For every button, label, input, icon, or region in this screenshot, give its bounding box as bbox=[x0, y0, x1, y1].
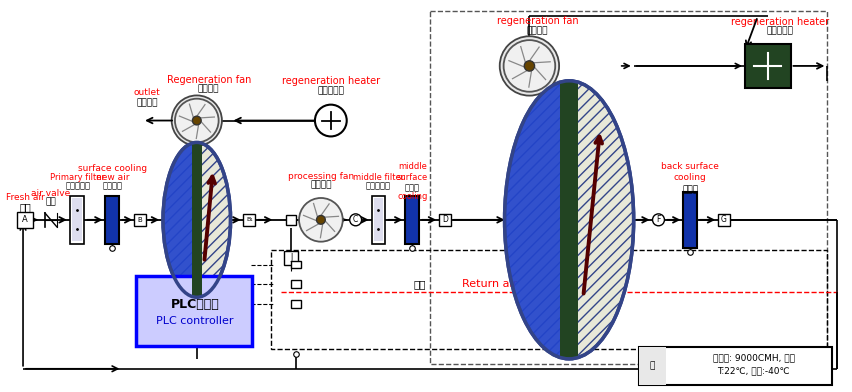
Bar bbox=[135, 214, 147, 226]
Text: G: G bbox=[721, 215, 727, 224]
Bar bbox=[371, 196, 385, 244]
Text: middle
surface: middle surface bbox=[397, 162, 428, 182]
Bar bbox=[718, 214, 730, 226]
Circle shape bbox=[349, 214, 361, 226]
FancyBboxPatch shape bbox=[136, 276, 252, 346]
Circle shape bbox=[653, 214, 665, 226]
Text: 后表冷: 后表冷 bbox=[682, 185, 699, 194]
Bar bbox=[683, 192, 697, 248]
Text: 回风: 回风 bbox=[414, 279, 427, 289]
Text: middle filter: middle filter bbox=[353, 172, 404, 181]
Bar bbox=[406, 196, 419, 244]
Polygon shape bbox=[504, 81, 569, 359]
Bar bbox=[285, 250, 298, 265]
Text: T:22℃, 露点:-40℃: T:22℃, 露点:-40℃ bbox=[717, 366, 790, 375]
Bar bbox=[374, 198, 383, 241]
Bar bbox=[745, 44, 791, 88]
Text: B₁: B₁ bbox=[246, 217, 253, 222]
Text: 排出机器: 排出机器 bbox=[136, 98, 158, 107]
Bar bbox=[70, 196, 83, 244]
Bar bbox=[17, 212, 33, 228]
Ellipse shape bbox=[163, 142, 231, 297]
Bar bbox=[244, 214, 256, 226]
Circle shape bbox=[193, 116, 201, 125]
Text: new air: new air bbox=[95, 172, 130, 181]
Bar bbox=[192, 142, 202, 297]
Text: Fresh air: Fresh air bbox=[6, 194, 44, 203]
Text: 再生风机: 再生风机 bbox=[198, 84, 220, 93]
Text: regeneration heater: regeneration heater bbox=[730, 17, 829, 27]
Text: outlet: outlet bbox=[134, 88, 160, 97]
Text: 再生加热器: 再生加热器 bbox=[766, 27, 793, 36]
Text: surface cooling: surface cooling bbox=[78, 164, 147, 173]
Text: back surface
cooling: back surface cooling bbox=[661, 162, 719, 182]
Text: 风阀: 风阀 bbox=[45, 198, 56, 207]
Polygon shape bbox=[163, 142, 197, 297]
Bar bbox=[560, 81, 579, 359]
Text: C: C bbox=[353, 215, 359, 224]
Circle shape bbox=[315, 105, 347, 136]
Circle shape bbox=[175, 99, 219, 142]
Text: Return air: Return air bbox=[462, 279, 517, 289]
Text: A: A bbox=[22, 215, 28, 224]
Text: 初效过滤器: 初效过滤器 bbox=[65, 181, 90, 191]
Bar bbox=[106, 196, 119, 244]
Text: Primary filter: Primary filter bbox=[50, 172, 105, 181]
Bar bbox=[430, 11, 827, 364]
Text: 再生加热器: 再生加热器 bbox=[318, 86, 344, 95]
Text: PLC controller: PLC controller bbox=[156, 316, 233, 326]
Bar bbox=[291, 280, 301, 289]
Bar bbox=[291, 300, 301, 308]
Circle shape bbox=[299, 198, 343, 242]
Text: 中效过滤器: 中效过滤器 bbox=[366, 181, 391, 191]
Circle shape bbox=[524, 61, 534, 71]
Bar bbox=[72, 198, 82, 241]
Text: B: B bbox=[138, 217, 142, 223]
Ellipse shape bbox=[504, 81, 634, 359]
Bar bbox=[639, 347, 832, 385]
Bar bbox=[271, 250, 827, 349]
Bar bbox=[439, 214, 451, 226]
Bar bbox=[291, 261, 301, 269]
Bar bbox=[286, 215, 296, 225]
Text: 干燥房: 9000CMH, 温度: 干燥房: 9000CMH, 温度 bbox=[713, 353, 795, 362]
Text: air valve: air valve bbox=[32, 189, 71, 198]
Circle shape bbox=[317, 216, 325, 224]
Text: J: J bbox=[290, 253, 292, 262]
Text: D: D bbox=[442, 215, 448, 224]
Text: PLC控制器: PLC控制器 bbox=[170, 298, 219, 311]
Text: Regeneration fan: Regeneration fan bbox=[166, 75, 250, 85]
Circle shape bbox=[500, 36, 559, 96]
Text: 干: 干 bbox=[650, 361, 655, 370]
Text: 中表冷: 中表冷 bbox=[405, 183, 420, 192]
Circle shape bbox=[171, 95, 222, 146]
Text: 处理风机: 处理风机 bbox=[310, 181, 331, 190]
Bar bbox=[639, 347, 666, 385]
Text: 新风: 新风 bbox=[19, 202, 31, 212]
Text: 再生风机: 再生风机 bbox=[527, 27, 548, 36]
Text: cooling: cooling bbox=[397, 192, 428, 201]
Text: processing fan: processing fan bbox=[288, 172, 354, 181]
Text: regeneration fan: regeneration fan bbox=[497, 16, 579, 26]
Text: regeneration heater: regeneration heater bbox=[282, 76, 380, 86]
Text: F: F bbox=[656, 215, 660, 224]
Text: 新风表冷: 新风表冷 bbox=[102, 181, 123, 191]
Circle shape bbox=[504, 40, 556, 92]
